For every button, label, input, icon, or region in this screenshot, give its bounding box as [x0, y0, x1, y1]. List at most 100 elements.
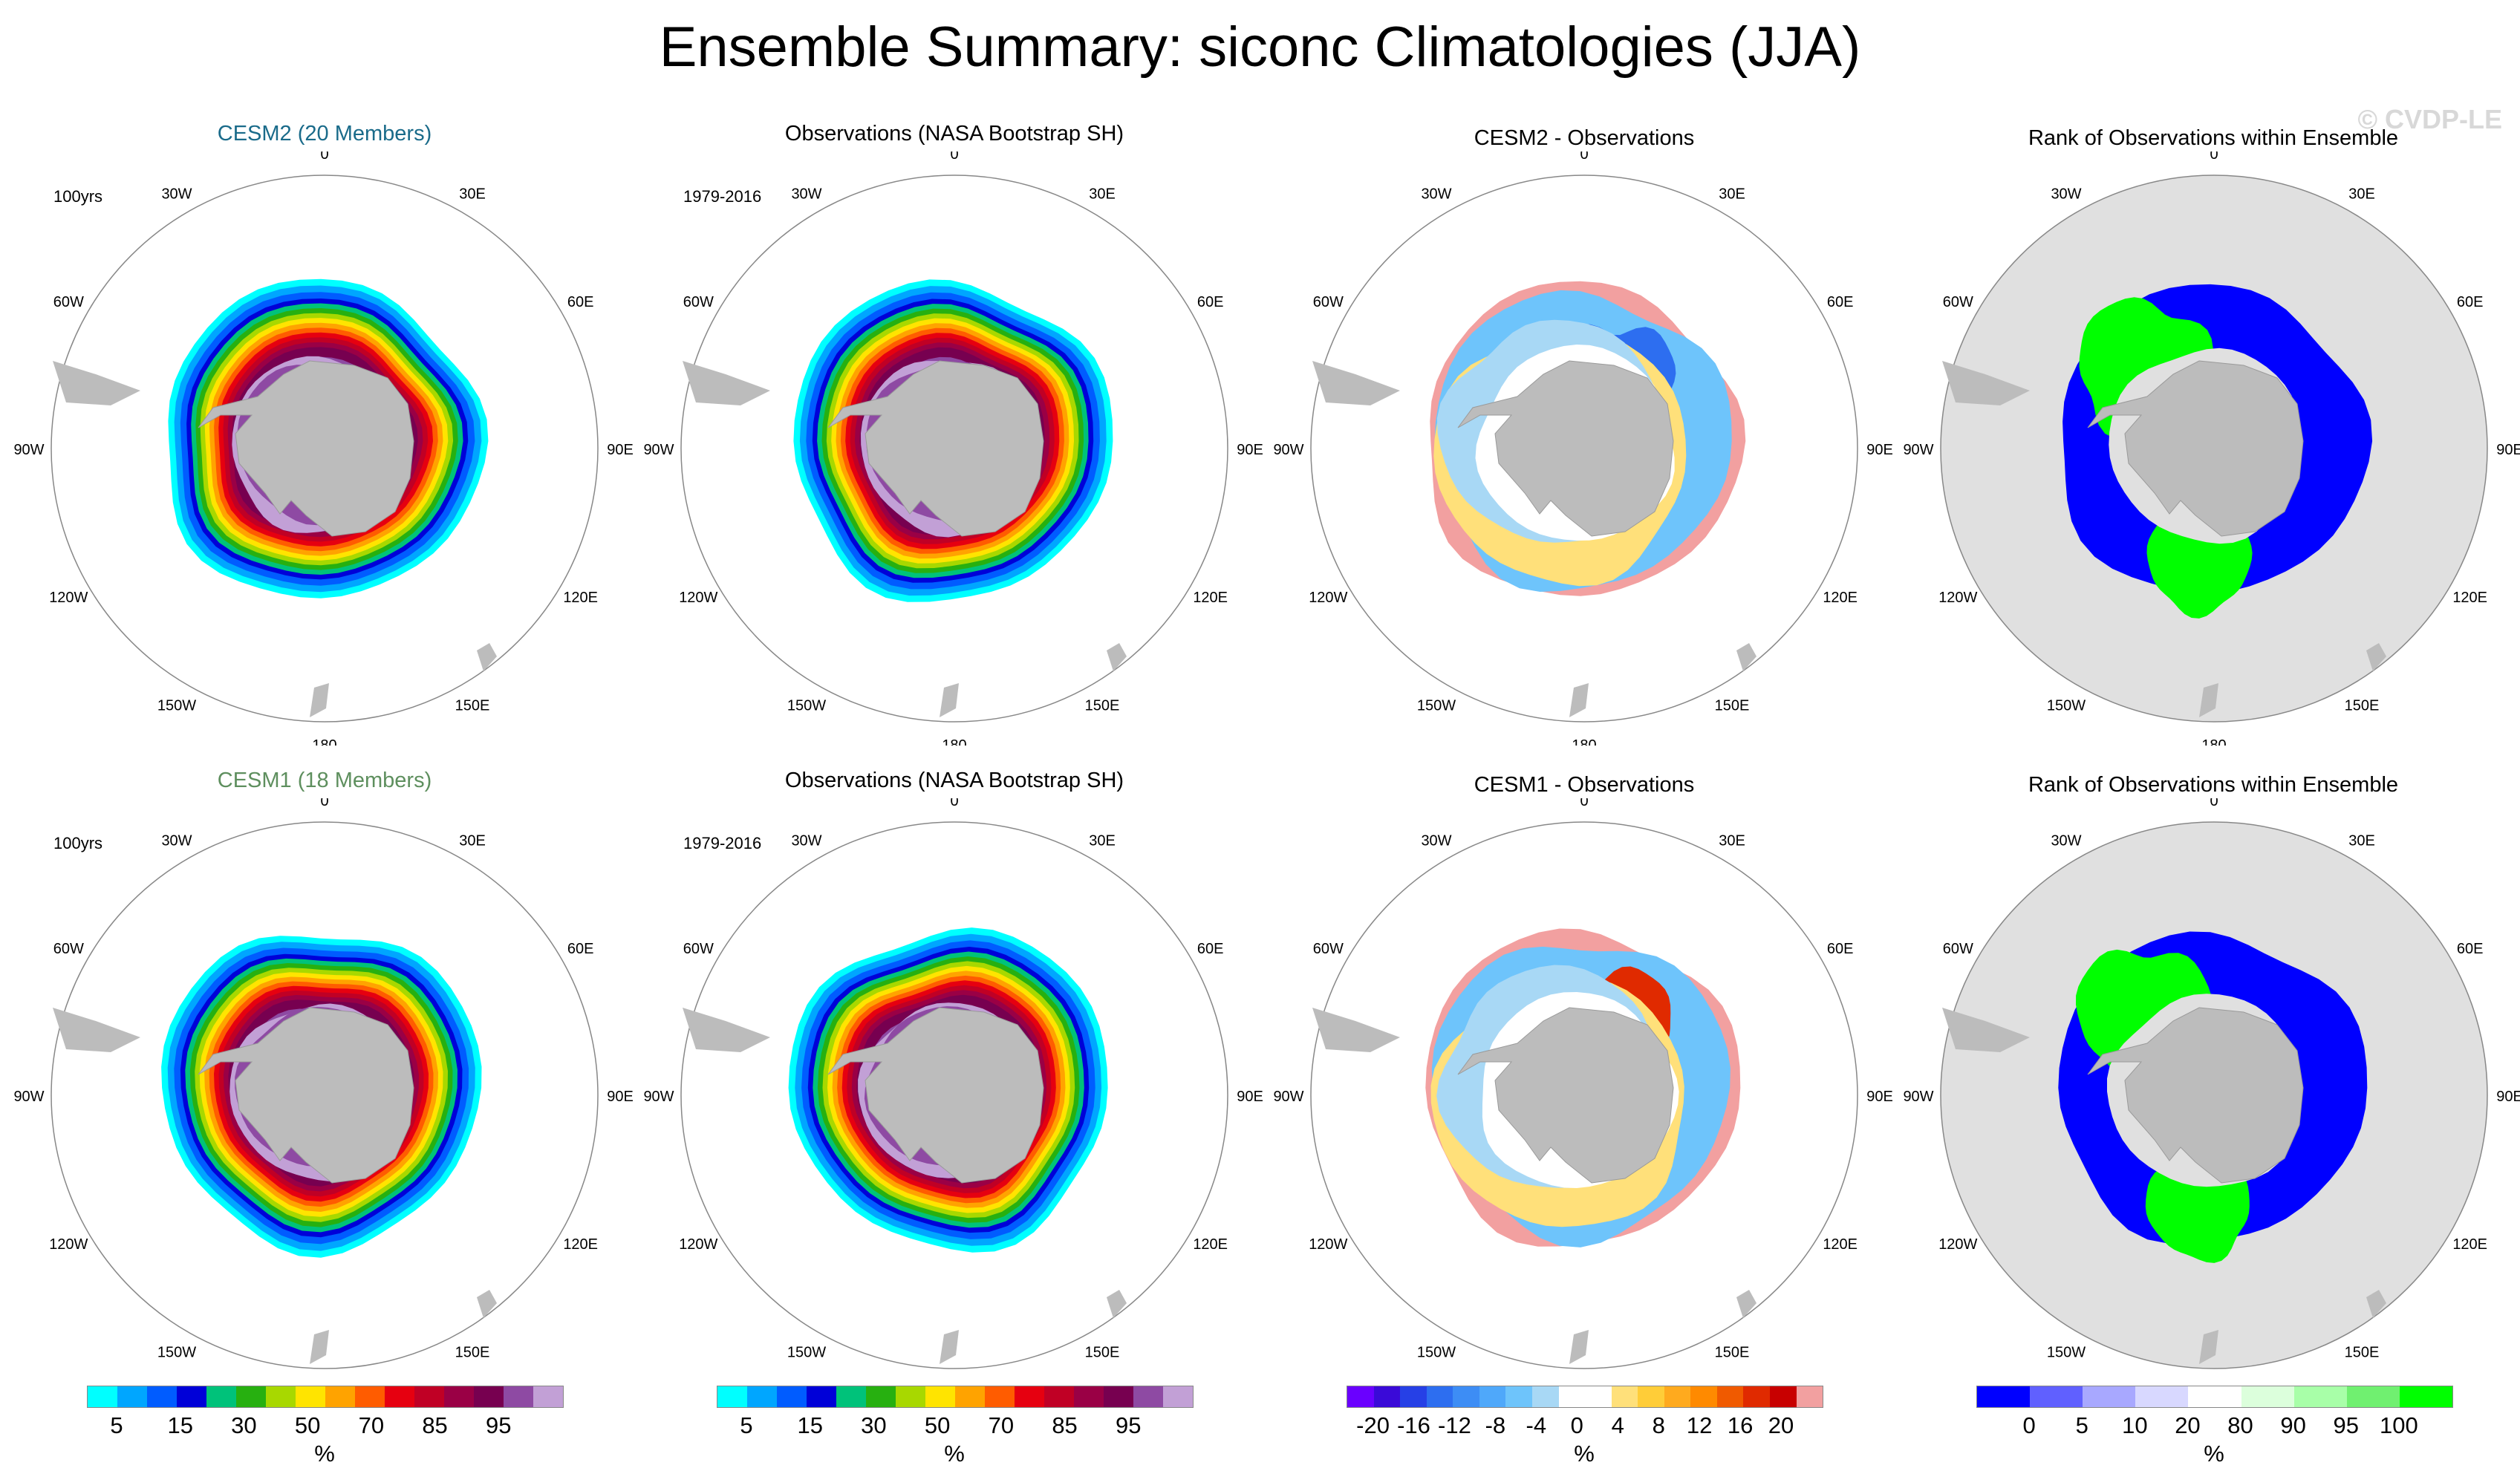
- longitude-label: 180: [312, 737, 336, 746]
- longitude-label: 90W: [13, 442, 44, 458]
- tasmania-landmass: [940, 1330, 959, 1364]
- longitude-label: 150E: [455, 698, 490, 714]
- model-period-1: 100yrs: [53, 187, 103, 206]
- longitude-label: 30W: [791, 832, 821, 849]
- longitude-label: 60W: [1943, 941, 1973, 957]
- colorbar-tick-label: 100: [2380, 1412, 2418, 1438]
- colorbar-swatch: [2399, 1386, 2452, 1407]
- rank-panel-title-2: Rank of Observations within Ensemble: [2028, 773, 2399, 797]
- longitude-label: 120W: [679, 1236, 717, 1253]
- colorbar-swatch: [807, 1386, 836, 1407]
- longitude-label: 60E: [1827, 294, 1854, 310]
- colorbar-swatch: [1453, 1386, 1479, 1407]
- longitude-label: 150E: [2345, 698, 2380, 714]
- colorbar-swatch: [1558, 1386, 1586, 1407]
- longitude-label: 150W: [1417, 1345, 1456, 1361]
- longitude-label: 60W: [53, 941, 84, 957]
- colorbar-tick-label: 5: [740, 1412, 753, 1438]
- longitude-label: 150E: [1085, 698, 1120, 714]
- tasmania-landmass: [1569, 1330, 1589, 1364]
- longitude-label: 60W: [53, 294, 84, 310]
- longitude-label: 120W: [1938, 590, 1977, 606]
- colorbar-swatch: [1479, 1386, 1506, 1407]
- longitude-label: 0: [320, 151, 328, 163]
- colorbar-tick-label: 5: [2075, 1412, 2088, 1438]
- colorbar-tick-label: 0: [2022, 1412, 2036, 1438]
- new-zealand-landmass: [477, 1290, 497, 1318]
- longitude-label: 120W: [1309, 1236, 1347, 1253]
- longitude-label: 150E: [455, 1345, 490, 1361]
- south-america-landmass: [1312, 361, 1400, 405]
- longitude-label: 60W: [683, 941, 714, 957]
- longitude-label: 60W: [683, 294, 714, 310]
- colorbar-swatch: [2083, 1386, 2136, 1407]
- antarctica-landmass: [2087, 360, 2304, 537]
- colorbar-swatch: [1664, 1386, 1691, 1407]
- colorbar-tick-label: 16: [1727, 1412, 1754, 1438]
- colorbar-swatch: [1104, 1386, 1133, 1407]
- model-panel-title-2: CESM1 (18 Members): [217, 769, 432, 792]
- colorbar-tick-label: 5: [110, 1412, 123, 1438]
- colorbar-swatch: [1400, 1386, 1427, 1407]
- colorbar-tick-label: 85: [1052, 1412, 1078, 1438]
- longitude-label: 120E: [563, 1236, 598, 1253]
- longitude-label: 150E: [2345, 1345, 2380, 1361]
- polar-map-rank-cesm2: 0 30E 60E 90E 120E 150E 180 150W 120W 90W 60W 30W: [1903, 151, 2520, 746]
- south-america-landmass: [1312, 1008, 1400, 1052]
- colorbar-swatch: [1044, 1386, 1074, 1407]
- longitude-label: 30E: [459, 832, 486, 849]
- tasmania-landmass: [940, 683, 959, 717]
- colorbar-unit: %: [314, 1441, 335, 1467]
- colorbar-swatch: [117, 1386, 147, 1407]
- longitude-label: 60E: [1197, 294, 1224, 310]
- colorbar-tick-label: 70: [358, 1412, 385, 1438]
- colorbar-swatch: [474, 1386, 504, 1407]
- colorbar-swatch: [2030, 1386, 2083, 1407]
- colorbar-swatch: [266, 1386, 296, 1407]
- colorbar-tick-label: 30: [861, 1412, 887, 1438]
- longitude-label: 30W: [1421, 186, 1451, 202]
- longitude-label: 90E: [1866, 442, 1893, 458]
- new-zealand-landmass: [1736, 1290, 1756, 1318]
- colorbar-swatch: [2346, 1386, 2400, 1407]
- rank-panel-title-1: Rank of Observations within Ensemble: [2028, 126, 2399, 150]
- polar-map-cesm2-minus-obs: 0 30E 60E 90E 120E 150E 180 150W 120W 90W 60W 30W: [1273, 151, 1893, 746]
- new-zealand-landmass: [477, 643, 497, 671]
- tasmania-landmass: [1569, 683, 1589, 717]
- colorbar-tick-label: 95: [1116, 1412, 1142, 1438]
- colorbar-swatch: [2188, 1386, 2241, 1407]
- colorbar-swatch: [985, 1386, 1015, 1407]
- colorbar-tick-label: 12: [1686, 1412, 1713, 1438]
- longitude-label: 60W: [1313, 941, 1344, 957]
- antarctica-landmass: [2087, 1007, 2304, 1184]
- new-zealand-landmass: [1736, 643, 1756, 671]
- colorbar-swatch: [1743, 1386, 1770, 1407]
- longitude-label: 120W: [1938, 1236, 1977, 1253]
- colorbar-swatch: [177, 1386, 206, 1407]
- colorbar-swatch: [1770, 1386, 1797, 1407]
- diff-panel-title-2: CESM1 - Observations: [1474, 773, 1695, 797]
- colorbar-swatch: [147, 1386, 177, 1407]
- colorbar-swatch: [717, 1386, 747, 1407]
- colorbar-swatch: [1163, 1386, 1193, 1407]
- new-zealand-landmass: [1107, 643, 1127, 671]
- colorbar-swatch: [2293, 1386, 2347, 1407]
- colorbar-tick-label: -20: [1356, 1412, 1390, 1438]
- longitude-label: 60E: [1197, 941, 1224, 957]
- colorbar-swatch: [1133, 1386, 1163, 1407]
- longitude-label: 150E: [1085, 1345, 1120, 1361]
- colorbar-tick-label: 4: [1611, 1412, 1624, 1438]
- longitude-label: 150W: [787, 1345, 826, 1361]
- longitude-label: 90W: [643, 1089, 674, 1105]
- obs-period-2: 1979-2016: [683, 834, 762, 852]
- colorbar-swatch: [414, 1386, 444, 1407]
- colorbar-swatch: [533, 1386, 563, 1407]
- longitude-label: 150W: [1417, 698, 1456, 714]
- obs-period-1: 1979-2016: [683, 187, 762, 206]
- polar-map-obs-climatology-1: 0 30E 60E 90E 120E 150E 180 150W 120W 90W 60W 30W: [643, 151, 1263, 746]
- colorbar-swatch: [866, 1386, 896, 1407]
- colorbar-swatch: [1585, 1386, 1612, 1407]
- obs-panel-title-1: Observations (NASA Bootstrap SH): [784, 122, 1124, 146]
